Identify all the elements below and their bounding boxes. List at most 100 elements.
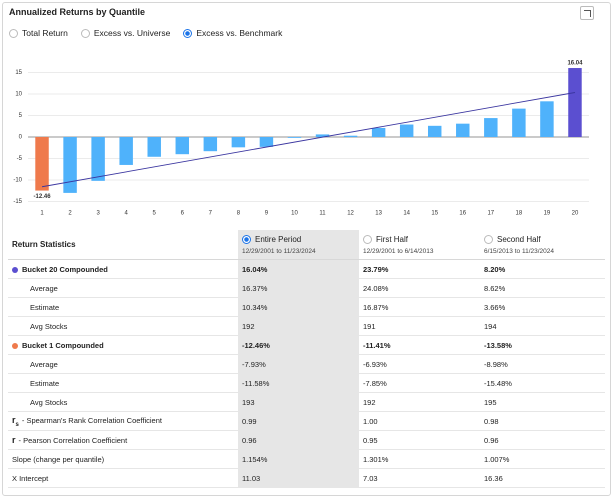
row-label-text: Bucket 20 Compounded xyxy=(22,264,108,274)
value-label: -12.46 xyxy=(34,194,52,200)
option-label: Excess vs. Benchmark xyxy=(196,28,283,38)
table-row: Avg Stocks 192 191 194 xyxy=(8,316,605,336)
table-row: Bucket 1 Compounded -12.46% -11.41% -13.58% xyxy=(8,335,605,355)
x-tick-label: 9 xyxy=(265,211,269,217)
table-row: r- Pearson Correlation Coefficient 0.96 0.… xyxy=(8,430,605,450)
cell: 195 xyxy=(480,392,605,412)
period-name[interactable]: Second Half xyxy=(484,234,605,244)
row-label: Avg Stocks xyxy=(8,392,238,412)
cell: 10.34% xyxy=(238,297,359,317)
return-options: Total Return Excess vs. Universe Excess vs… xyxy=(9,28,282,38)
radio[interactable] xyxy=(9,28,18,38)
cell: 0.96 xyxy=(480,430,605,450)
row-label-text: Average xyxy=(30,359,58,369)
table-row: Average 16.37% 24.08% 8.62% xyxy=(8,278,605,298)
x-tick-label: 13 xyxy=(375,211,382,217)
cell: 0.96 xyxy=(238,430,359,450)
symbol-letter: r xyxy=(12,414,16,425)
row-label: Bucket 20 Compounded xyxy=(8,259,238,279)
cell: 0.98 xyxy=(480,411,605,431)
cell: 8.62% xyxy=(480,278,605,298)
row-label: Slope (change per quantile) xyxy=(8,449,238,469)
cell: 24.08% xyxy=(359,278,480,298)
period-range: 12/29/2001 to 11/23/2024 xyxy=(242,247,316,255)
table-row: Estimate 10.34% 16.87% 3.66% xyxy=(8,297,605,317)
period-name-text: First Half xyxy=(376,234,408,244)
x-tick-label: 16 xyxy=(459,211,466,217)
cell: 16.36 xyxy=(480,468,605,488)
radio[interactable] xyxy=(183,28,193,38)
row-label-text: - Spearman's Rank Correlation Coefficien… xyxy=(21,415,162,425)
bar xyxy=(35,137,49,191)
cell: -11.58% xyxy=(238,373,359,393)
row-label: Avg Stocks xyxy=(8,316,238,336)
x-tick-label: 11 xyxy=(319,211,326,217)
return-option[interactable]: Excess vs. Benchmark xyxy=(183,28,282,38)
x-tick-label: 6 xyxy=(181,211,185,217)
radio[interactable] xyxy=(80,28,90,38)
table-row: Avg Stocks 193 192 195 xyxy=(8,392,605,412)
bar xyxy=(456,123,470,137)
row-label: rs - Spearman's Rank Correlation Coeffici… xyxy=(8,411,238,431)
period-name[interactable]: Entire Period xyxy=(242,234,359,244)
y-tick-label: -10 xyxy=(13,178,22,184)
x-tick-label: 18 xyxy=(516,211,523,217)
cell: -6.93% xyxy=(359,354,480,374)
cell: 8.20% xyxy=(480,259,605,279)
row-label-text: Estimate xyxy=(30,378,60,388)
symbol-letter: r xyxy=(12,435,16,445)
row-label-text: Slope (change per quantile) xyxy=(12,454,105,464)
x-tick-label: 17 xyxy=(487,211,494,217)
bar xyxy=(147,137,161,157)
value-label: 16.04 xyxy=(567,61,583,67)
symbol: r xyxy=(12,435,16,445)
table-row: rs - Spearman's Rank Correlation Coeffici… xyxy=(8,411,605,431)
y-tick-label: -15 xyxy=(13,199,22,205)
cell: -7.85% xyxy=(359,373,480,393)
radio[interactable] xyxy=(242,234,251,244)
table-row: X Intercept 11.03 7.03 16.36 xyxy=(8,468,605,488)
table-row: Slope (change per quantile) 1.154% 1.301% 1… xyxy=(8,449,605,469)
table-row: Bucket 20 Compounded 16.04% 23.79% 8.20% xyxy=(8,259,605,279)
y-tick-label: -5 xyxy=(17,156,23,162)
cell: 7.03 xyxy=(359,468,480,488)
chart: -15 -10 -5 0 5 10 15 1 -12.46 2 3 4 5 6 7 8 9 10 11 12 13 14 1… xyxy=(13,61,589,217)
return-option[interactable]: Excess vs. Universe xyxy=(80,28,170,38)
bar xyxy=(315,134,330,137)
cell: -13.58% xyxy=(480,335,605,355)
period-range: 12/29/2001 to 6/14/2013 xyxy=(363,247,434,255)
cell: 1.007% xyxy=(480,449,605,469)
return-option[interactable]: Total Return xyxy=(9,28,68,38)
bar xyxy=(512,108,526,137)
bar xyxy=(91,137,105,181)
radio[interactable] xyxy=(484,234,493,244)
y-tick-label: 10 xyxy=(15,92,22,98)
x-tick-label: 20 xyxy=(572,211,579,217)
bar xyxy=(540,101,554,137)
cell: 194 xyxy=(480,316,605,336)
period-range: 6/15/2013 to 11/23/2024 xyxy=(484,247,554,255)
x-tick-label: 15 xyxy=(431,211,438,217)
cell: 11.03 xyxy=(238,468,359,488)
cell: -11.41% xyxy=(359,335,480,355)
row-label-text: X Intercept xyxy=(12,473,49,483)
bar xyxy=(231,137,246,148)
row-label-text: Avg Stocks xyxy=(30,321,68,331)
period-name[interactable]: First Half xyxy=(363,234,480,244)
bar xyxy=(119,137,133,165)
cell: -8.98% xyxy=(480,354,605,374)
header-label: Return Statistics xyxy=(8,230,238,260)
row-label: Average xyxy=(8,354,238,374)
expand-button[interactable] xyxy=(580,6,594,20)
row-label-text: Average xyxy=(30,283,58,293)
radio[interactable] xyxy=(363,234,372,244)
bar xyxy=(203,137,218,152)
cell: 16.87% xyxy=(359,297,480,317)
row-label: X Intercept xyxy=(8,468,238,488)
y-tick-label: 5 xyxy=(19,113,23,119)
row-label: Estimate xyxy=(8,297,238,317)
x-tick-label: 1 xyxy=(40,211,44,217)
row-label-text: Avg Stocks xyxy=(30,397,68,407)
cell: 3.66% xyxy=(480,297,605,317)
